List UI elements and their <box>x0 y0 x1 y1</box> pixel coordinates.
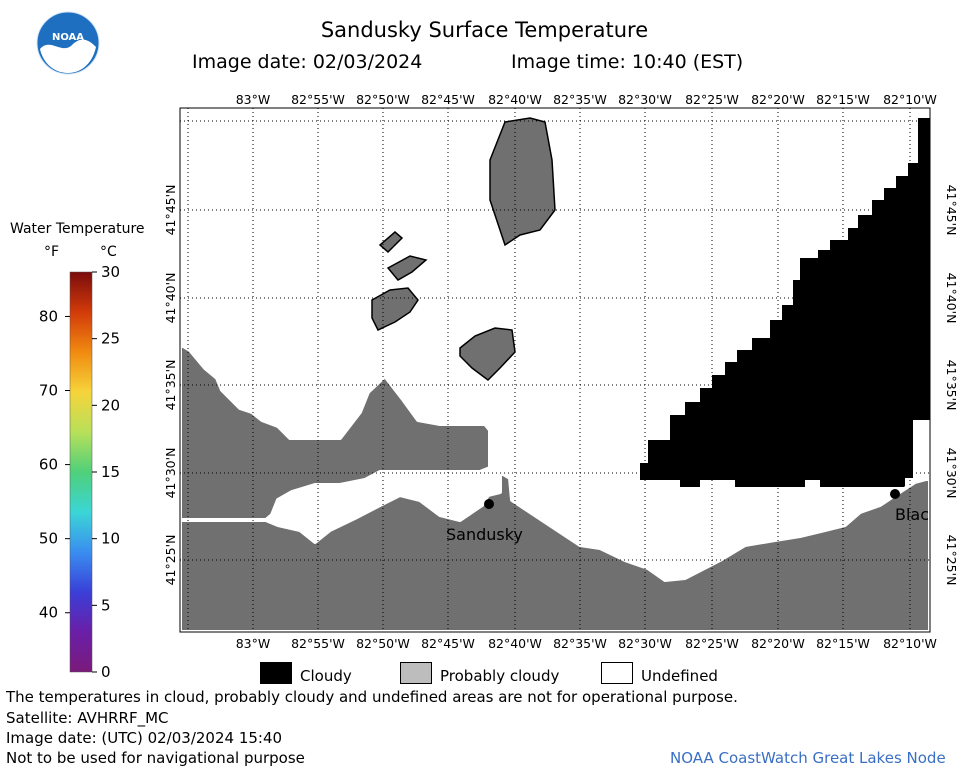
lat-label-right: 41°30'N <box>944 448 959 499</box>
page-title: Sandusky Surface Temperature <box>320 18 649 42</box>
noaa-logo: NOAA <box>36 11 100 75</box>
lat-label-right: 41°35'N <box>944 360 959 411</box>
scale-unit-f: °F <box>44 244 60 260</box>
lon-label-top: 83°W <box>236 92 271 107</box>
lat-label-right: 41°40'N <box>944 273 959 324</box>
lon-label-bottom: 82°15'W <box>816 636 870 650</box>
lon-label-bottom: 82°25'W <box>685 636 739 650</box>
lon-label-top: 82°15'W <box>816 92 870 107</box>
land-north-shore <box>178 342 492 522</box>
legend-probably-cloudy-label: Probably cloudy <box>440 667 560 685</box>
scale-f-label: 50 <box>39 530 58 548</box>
place-label: Sandusky <box>446 525 523 544</box>
lon-label-top: 82°50'W <box>356 92 410 107</box>
scale-f-label: 40 <box>39 604 58 622</box>
lon-label-top: 82°20'W <box>751 92 805 107</box>
footer-utc-date: Image date: (UTC) 02/03/2024 15:40 <box>6 729 283 747</box>
scale-c-label: 10 <box>101 530 120 548</box>
lon-label-top: 82°25'W <box>685 92 739 107</box>
lon-label-top: 82°30'W <box>618 92 672 107</box>
logo-text: NOAA <box>52 32 84 43</box>
image-date: Image date: 02/03/2024 <box>192 51 423 73</box>
lon-label-bottom: 82°10'W <box>883 636 937 650</box>
lat-label-right: 41°45'N <box>944 185 959 236</box>
place-label: Blac <box>895 505 929 524</box>
undefined-notch <box>918 108 930 118</box>
lon-label-bottom: 82°35'W <box>553 636 607 650</box>
place-marker <box>890 489 900 499</box>
footer-satellite: Satellite: AVHRRF_MC <box>6 709 169 727</box>
scale-f-label: 60 <box>39 456 58 474</box>
image-time: Image time: 10:40 (EST) <box>511 51 744 73</box>
temperature-map: 83°W 83°W 82°55'W 82°55'W 82°50'W 82°50'W 82°4… <box>163 92 959 650</box>
island-5 <box>459 327 516 381</box>
scale-c-label: 20 <box>101 396 120 414</box>
lat-label-right: 41°25'N <box>944 535 959 586</box>
lat-label-left: 41°25'N <box>163 535 178 586</box>
place-marker <box>484 499 494 509</box>
lat-label-left: 41°30'N <box>163 448 178 499</box>
map-frame <box>179 107 931 633</box>
footer-disclaimer: The temperatures in cloud, probably clou… <box>6 688 738 706</box>
lon-label-top: 82°35'W <box>553 92 607 107</box>
land-south-shore <box>178 470 932 634</box>
lon-label-bottom: 82°40'W <box>488 636 542 650</box>
legend-cloudy-swatch <box>260 662 292 684</box>
scale-c-label: 15 <box>101 463 120 481</box>
scale-c-label: 30 <box>101 263 120 281</box>
footer-credit-link[interactable]: NOAA CoastWatch Great Lakes Node <box>670 749 946 767</box>
island-2 <box>378 231 404 254</box>
lon-label-top: 82°55'W <box>291 92 345 107</box>
footer-nav-warning: Not to be used for navigational purpose <box>6 749 305 767</box>
lon-label-top: 82°10'W <box>883 92 937 107</box>
lat-label-left: 41°45'N <box>163 185 178 236</box>
scale-c-label: 0 <box>101 663 111 681</box>
lat-label-left: 41°40'N <box>163 273 178 324</box>
lon-label-bottom: 82°55'W <box>291 636 345 650</box>
legend-probably-cloudy-swatch <box>400 662 432 684</box>
legend-cloudy-label: Cloudy <box>300 667 352 685</box>
lon-label-bottom: 82°50'W <box>356 636 410 650</box>
scale-title: Water Temperature <box>10 221 145 237</box>
legend-undefined-swatch <box>601 662 633 684</box>
lat-label-left: 41°35'N <box>163 360 178 411</box>
lon-label-bottom: 83°W <box>236 636 271 650</box>
scale-f-label: 80 <box>39 307 58 325</box>
lon-label-top: 82°40'W <box>488 92 542 107</box>
scale-c-label: 25 <box>101 330 120 348</box>
lon-label-bottom: 82°45'W <box>421 636 475 650</box>
scale-unit-c: °C <box>100 244 117 260</box>
lon-label-top: 82°45'W <box>421 92 475 107</box>
lon-label-bottom: 82°30'W <box>618 636 672 650</box>
island-4 <box>371 287 419 331</box>
scale-c-label: 5 <box>101 596 111 614</box>
legend-undefined-label: Undefined <box>641 667 718 685</box>
scale-f-label: 70 <box>39 382 58 400</box>
undefined-area <box>913 420 930 478</box>
lon-label-bottom: 82°20'W <box>751 636 805 650</box>
island-3 <box>386 255 428 281</box>
